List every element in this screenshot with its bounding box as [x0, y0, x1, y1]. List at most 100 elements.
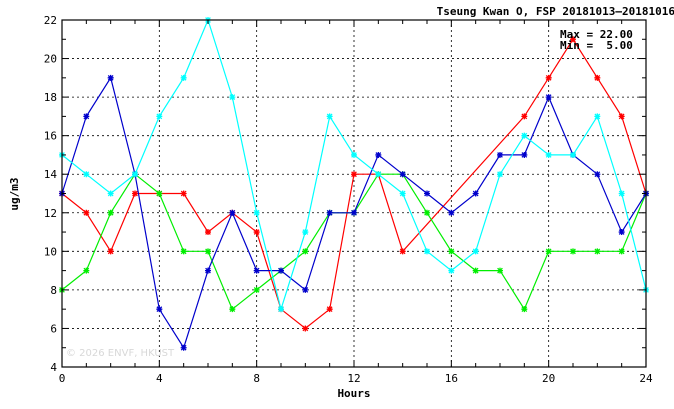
data-point-marker	[545, 94, 552, 101]
data-point-marker	[618, 248, 625, 255]
data-point-marker	[278, 267, 284, 274]
series-group	[59, 17, 649, 351]
data-point-marker	[545, 74, 552, 81]
y-tick-label: 6	[50, 322, 57, 335]
data-point-marker	[156, 190, 163, 197]
data-point-marker	[521, 306, 528, 313]
y-tick-label: 16	[44, 130, 57, 143]
data-point-marker	[253, 229, 260, 236]
data-point-marker	[132, 171, 138, 178]
x-tick-label: 12	[347, 372, 360, 385]
data-point-marker	[180, 344, 187, 351]
x-tick-label: 8	[253, 372, 260, 385]
data-point-marker	[83, 113, 90, 120]
y-tick-label: 8	[50, 284, 57, 297]
data-point-marker	[448, 267, 455, 274]
data-point-marker	[375, 171, 382, 178]
data-point-marker	[302, 325, 309, 332]
data-point-marker	[205, 229, 211, 236]
data-point-marker	[472, 248, 479, 255]
data-point-marker	[521, 151, 528, 158]
data-point-marker	[302, 248, 309, 255]
data-point-marker	[180, 248, 187, 255]
data-point-marker	[278, 306, 284, 313]
data-point-marker	[253, 267, 260, 274]
data-point-marker	[156, 113, 163, 120]
data-point-marker	[351, 209, 357, 216]
data-point-marker	[594, 74, 601, 81]
data-point-marker	[545, 248, 552, 255]
data-point-marker	[180, 74, 187, 81]
data-point-marker	[205, 267, 211, 274]
x-tick-label: 4	[156, 372, 163, 385]
data-point-marker	[570, 36, 576, 43]
x-axis-label: Hours	[337, 387, 370, 400]
data-point-marker	[326, 113, 333, 120]
x-tick-label: 0	[59, 372, 66, 385]
data-point-marker	[107, 209, 114, 216]
data-point-marker	[618, 229, 625, 236]
data-point-marker	[497, 151, 503, 158]
data-point-marker	[594, 171, 601, 178]
data-point-marker	[83, 171, 90, 178]
data-point-marker	[545, 151, 552, 158]
data-point-marker	[132, 190, 138, 197]
data-point-marker	[302, 286, 309, 293]
data-point-marker	[448, 209, 455, 216]
y-tick-label: 18	[44, 91, 57, 104]
data-point-marker	[399, 190, 406, 197]
data-point-marker	[424, 248, 430, 255]
data-point-marker	[253, 286, 260, 293]
x-tick-label: 16	[445, 372, 458, 385]
data-point-marker	[253, 209, 260, 216]
y-tick-label: 14	[44, 168, 58, 181]
data-point-marker	[570, 248, 576, 255]
y-axis-label: ug/m3	[8, 177, 21, 210]
data-point-marker	[229, 306, 236, 313]
data-point-marker	[399, 171, 406, 178]
max-stat-label: Max = 22.00	[560, 28, 633, 41]
data-point-marker	[472, 190, 479, 197]
chart-title: Tseung Kwan O, FSP 20181013–20181016	[437, 5, 674, 18]
data-point-marker	[521, 113, 528, 120]
data-point-marker	[107, 74, 114, 81]
min-stat-label: Min = 5.00	[560, 39, 633, 52]
data-point-marker	[521, 132, 528, 139]
data-point-marker	[618, 113, 625, 120]
data-point-marker	[205, 248, 211, 255]
data-point-marker	[229, 209, 236, 216]
y-tick-label: 12	[44, 207, 57, 220]
data-point-marker	[594, 248, 601, 255]
data-point-marker	[107, 190, 114, 197]
y-tick-label: 22	[44, 14, 57, 27]
data-point-marker	[351, 151, 357, 158]
data-point-marker	[472, 267, 479, 274]
data-point-marker	[618, 190, 625, 197]
data-point-marker	[156, 306, 163, 313]
data-point-marker	[497, 171, 503, 178]
data-point-marker	[448, 248, 455, 255]
data-point-marker	[497, 267, 503, 274]
data-point-marker	[375, 151, 382, 158]
y-tick-label: 10	[44, 245, 57, 258]
data-point-marker	[570, 151, 576, 158]
data-point-marker	[302, 229, 309, 236]
data-point-marker	[399, 248, 406, 255]
data-point-marker	[83, 267, 90, 274]
data-point-marker	[229, 94, 236, 101]
data-point-marker	[594, 113, 601, 120]
data-point-marker	[326, 306, 333, 313]
y-tick-label: 4	[50, 361, 57, 374]
data-point-marker	[107, 248, 114, 255]
data-point-marker	[326, 209, 333, 216]
data-point-marker	[351, 171, 357, 178]
x-tick-label: 24	[639, 372, 653, 385]
data-point-marker	[424, 209, 430, 216]
watermark: © 2026 ENVF, HKUST	[66, 348, 175, 359]
y-tick-label: 20	[44, 53, 57, 66]
data-point-marker	[424, 190, 430, 197]
data-point-marker	[83, 209, 90, 216]
data-point-marker	[180, 190, 187, 197]
x-tick-label: 20	[542, 372, 555, 385]
